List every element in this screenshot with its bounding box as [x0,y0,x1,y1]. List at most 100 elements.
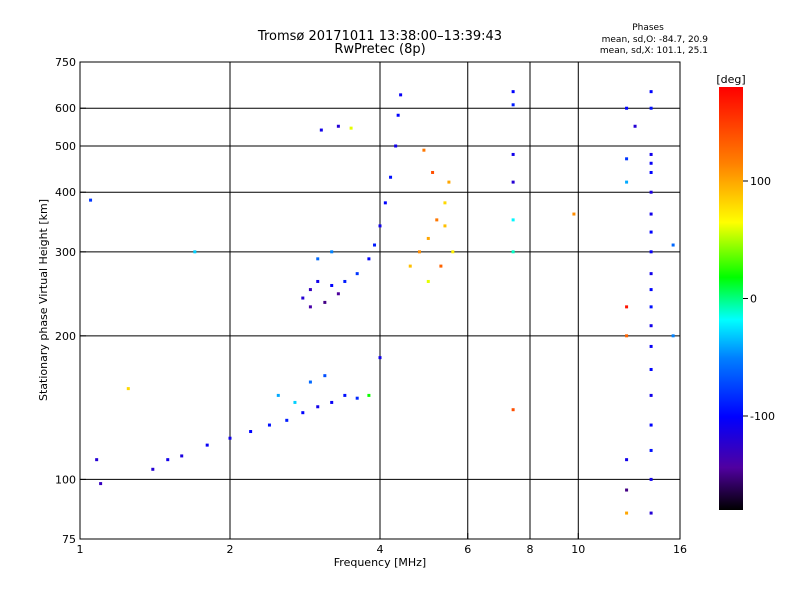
data-point [285,418,289,422]
stats-o-line: mean, sd,O: -84.7, 20.9 [602,35,709,45]
data-point [276,393,280,397]
data-point [89,198,93,202]
data-point [649,106,653,110]
x-tick-label: 4 [377,543,384,556]
data-point [408,264,412,268]
data-point [389,175,393,179]
data-point [431,170,435,174]
data-point [330,283,334,287]
data-point [336,292,340,296]
data-point [649,423,653,427]
data-point [649,477,653,481]
data-point [378,356,382,360]
data-point [308,305,312,309]
data-point [180,454,184,458]
data-point [511,180,515,184]
data-point [633,124,637,128]
data-point [166,458,170,462]
colorbar-tick-label: 0 [750,293,757,306]
data-point [625,106,629,110]
y-tick-label: 300 [55,246,76,259]
data-point [649,230,653,234]
data-point [511,250,515,254]
y-tick-label: 400 [55,186,76,199]
stats-heading: Phases [632,23,664,33]
data-point [435,218,439,222]
x-tick-label: 10 [571,543,585,556]
data-points [89,90,675,515]
data-point [572,212,576,216]
x-tick-label: 2 [227,543,234,556]
x-tick-label: 1 [77,543,84,556]
data-point [394,144,398,148]
chart-title: Tromsø 20171011 13:38:00–13:39:43 [257,29,502,44]
data-point [126,387,130,391]
data-point [649,344,653,348]
data-point [249,430,253,434]
y-tick-label: 750 [55,56,76,69]
colorbar-ticks: 100 0 -100 [743,175,775,423]
data-point [625,180,629,184]
data-point [649,324,653,328]
data-point [316,257,320,261]
data-point [205,443,209,447]
data-point [293,400,297,404]
data-point [422,148,426,152]
y-tick-label: 500 [55,140,76,153]
data-point [625,458,629,462]
data-point [649,190,653,194]
data-point [267,423,271,427]
data-point [396,113,400,117]
data-point [511,103,515,107]
data-point [323,300,327,304]
data-point [649,393,653,397]
data-point [649,152,653,156]
data-point [308,288,312,292]
data-point [95,458,99,462]
data-point [151,467,155,471]
data-point [426,279,430,283]
data-point [649,90,653,94]
data-point [451,250,455,254]
data-point [649,367,653,371]
colorbar-tick-label: 100 [750,175,771,188]
data-point [671,243,675,247]
data-point [649,511,653,515]
colorbar-label: [deg] [716,73,745,86]
y-axis-ticks: 75 100 200 300 400 500 600 750 [55,56,86,546]
data-point [349,126,353,130]
data-point [649,272,653,276]
x-tick-label: 16 [673,543,687,556]
data-point [443,201,447,205]
data-point [355,396,359,400]
data-point [330,400,334,404]
colorbar-tick-label: -100 [750,410,775,423]
data-point [649,305,653,309]
data-point [671,334,675,338]
data-point [625,157,629,161]
y-tick-label: 75 [62,533,76,546]
data-point [355,272,359,276]
colorbar [719,87,743,510]
data-point [417,250,421,254]
data-point [649,161,653,165]
data-point [316,405,320,409]
data-point [625,334,629,338]
x-tick-label: 8 [527,543,534,556]
data-point [439,264,443,268]
data-point [301,411,305,415]
data-point [383,201,387,205]
data-point [301,296,305,300]
data-point [378,224,382,228]
data-point [649,212,653,216]
data-point [511,408,515,412]
data-point [99,482,103,486]
data-point [649,448,653,452]
data-point [343,393,347,397]
data-point [511,152,515,156]
data-point [399,93,403,97]
data-point [447,180,451,184]
y-tick-label: 100 [55,473,76,486]
data-point [367,393,371,397]
data-point [373,243,377,247]
